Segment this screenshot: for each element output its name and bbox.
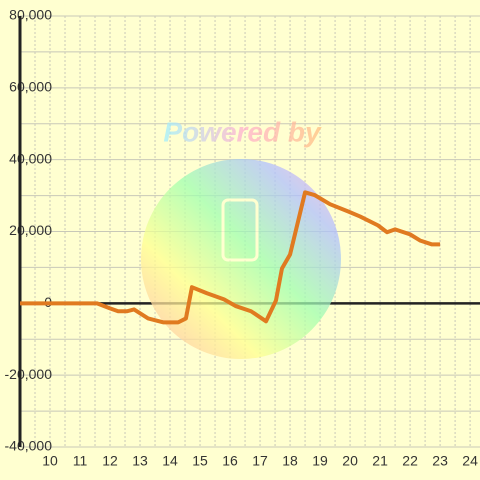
x-tick-label: 13	[132, 453, 148, 469]
y-tick-label: -40,000	[5, 438, 53, 454]
x-tick-label: 14	[162, 453, 178, 469]
x-tick-label: 12	[102, 453, 118, 469]
line-series	[20, 190, 441, 325]
watermark-text: Powered by	[163, 116, 322, 147]
x-tick-label: 11	[73, 453, 88, 469]
watermark-phone	[221, 198, 259, 262]
y-tick-label: 80,000	[9, 7, 52, 23]
x-tick-label: 23	[432, 453, 448, 469]
x-tick-label: 19	[312, 453, 328, 469]
x-tick-label: 17	[252, 453, 268, 469]
x-tick-label: 15	[192, 453, 208, 469]
x-tick-label: 20	[342, 453, 358, 469]
watermark: Powered by	[141, 116, 341, 359]
x-tick-label: 10	[42, 453, 58, 469]
x-tick-label: 18	[282, 453, 298, 469]
y-tick-label: 20,000	[9, 222, 52, 238]
x-tick-label: 16	[222, 453, 238, 469]
x-tick-label: 21	[372, 453, 388, 469]
y-tick-label: 40,000	[9, 150, 52, 166]
y-tick-label: 60,000	[9, 79, 52, 95]
x-tick-label: 22	[402, 453, 418, 469]
x-tick-label: 24	[462, 453, 478, 469]
y-tick-label: -20,000	[5, 366, 53, 382]
